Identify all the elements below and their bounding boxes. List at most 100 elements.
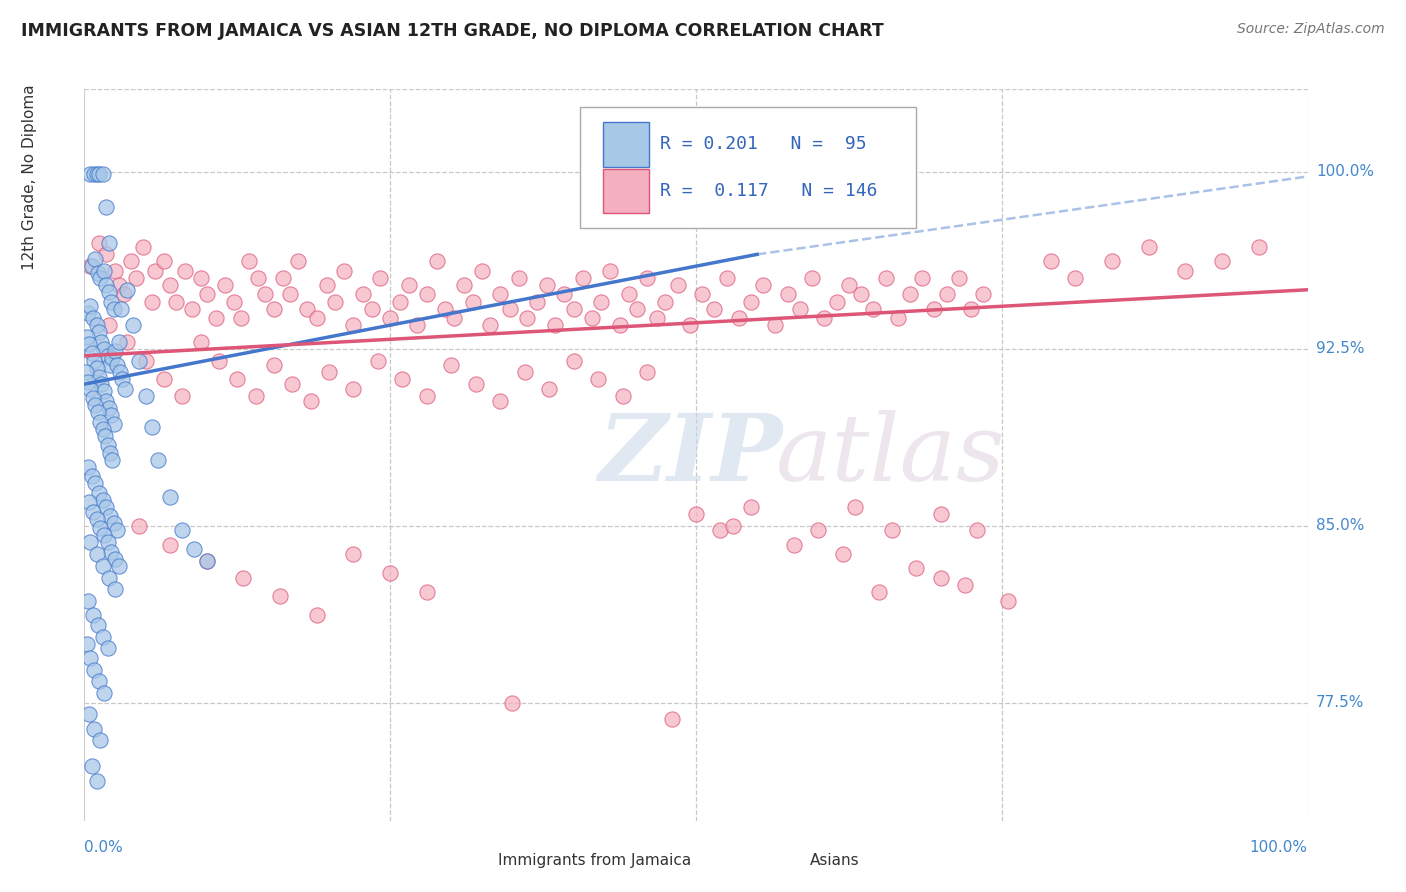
Point xyxy=(89,415,111,429)
Point xyxy=(752,278,775,293)
Point xyxy=(1039,254,1062,268)
Point xyxy=(388,294,411,309)
Point xyxy=(1211,254,1233,268)
Point xyxy=(86,318,108,333)
Point xyxy=(141,419,163,434)
Point xyxy=(880,524,903,538)
Point xyxy=(153,254,176,268)
Point xyxy=(245,389,267,403)
Point xyxy=(299,393,322,408)
Point xyxy=(97,235,120,250)
Point xyxy=(195,554,218,568)
Point xyxy=(626,301,648,316)
Text: Immigrants from Jamaica: Immigrants from Jamaica xyxy=(498,854,692,869)
Point xyxy=(898,287,921,301)
Point xyxy=(278,287,301,301)
Point xyxy=(86,360,108,375)
Point xyxy=(107,334,129,349)
Point xyxy=(98,509,121,524)
Text: R =  0.117   N = 146: R = 0.117 N = 146 xyxy=(661,182,877,200)
Point xyxy=(636,271,658,285)
Point xyxy=(159,491,181,505)
Point xyxy=(263,358,285,372)
Point xyxy=(100,544,122,558)
Point xyxy=(226,372,249,386)
Point xyxy=(765,318,787,333)
Point xyxy=(77,337,100,351)
Point xyxy=(416,287,439,301)
Point xyxy=(190,334,212,349)
Text: 100.0%: 100.0% xyxy=(1250,839,1308,855)
Point xyxy=(214,278,236,293)
Point xyxy=(690,287,713,301)
Point xyxy=(929,507,952,521)
Point xyxy=(783,538,806,552)
Point xyxy=(352,287,374,301)
Point xyxy=(96,278,118,293)
Point xyxy=(100,408,122,422)
Point xyxy=(869,584,891,599)
Point xyxy=(247,271,270,285)
Text: Asians: Asians xyxy=(810,854,859,869)
Point xyxy=(101,351,124,366)
Point xyxy=(526,294,548,309)
Point xyxy=(342,318,364,333)
Point xyxy=(87,266,110,280)
Point xyxy=(103,301,125,316)
FancyBboxPatch shape xyxy=(449,845,491,877)
Point xyxy=(205,311,228,326)
Point xyxy=(91,558,114,573)
Point xyxy=(716,271,738,285)
Point xyxy=(342,382,364,396)
Point xyxy=(87,674,110,689)
Point xyxy=(86,511,108,525)
Point xyxy=(960,301,983,316)
Point xyxy=(87,485,110,500)
Point xyxy=(82,311,104,326)
Text: 12th Grade, No Diploma: 12th Grade, No Diploma xyxy=(22,84,37,269)
Point xyxy=(463,294,485,309)
Point xyxy=(104,582,127,597)
Point xyxy=(911,271,934,285)
Point xyxy=(108,365,131,379)
FancyBboxPatch shape xyxy=(603,169,650,213)
Point xyxy=(661,712,683,726)
Point xyxy=(489,287,512,301)
Point xyxy=(887,311,910,326)
Point xyxy=(416,389,439,403)
Point xyxy=(103,417,125,432)
Point xyxy=(114,382,136,396)
Point xyxy=(79,259,101,273)
Text: 100.0%: 100.0% xyxy=(1316,164,1374,179)
Text: atlas: atlas xyxy=(776,410,1005,500)
Point xyxy=(77,375,100,389)
Point xyxy=(97,285,120,299)
Point xyxy=(87,235,110,250)
Point xyxy=(97,535,120,549)
Point xyxy=(1101,254,1123,268)
Point xyxy=(287,254,309,268)
Point xyxy=(332,264,354,278)
Text: R = 0.201   N =  95: R = 0.201 N = 95 xyxy=(661,136,868,153)
Point xyxy=(77,707,100,722)
Point xyxy=(132,240,155,254)
Point xyxy=(685,507,707,521)
Point xyxy=(165,294,187,309)
Point xyxy=(87,325,110,339)
Point xyxy=(398,278,420,293)
Point xyxy=(84,398,107,412)
Point xyxy=(471,264,494,278)
Point xyxy=(416,584,439,599)
Point xyxy=(89,521,111,535)
Point xyxy=(453,278,475,293)
Point xyxy=(80,469,103,483)
Point xyxy=(315,278,337,293)
Point xyxy=(77,459,100,474)
Point xyxy=(464,377,486,392)
Point xyxy=(813,311,835,326)
Point xyxy=(508,271,530,285)
Point xyxy=(406,318,429,333)
Point xyxy=(173,264,195,278)
Point xyxy=(125,271,148,285)
Point xyxy=(935,287,957,301)
